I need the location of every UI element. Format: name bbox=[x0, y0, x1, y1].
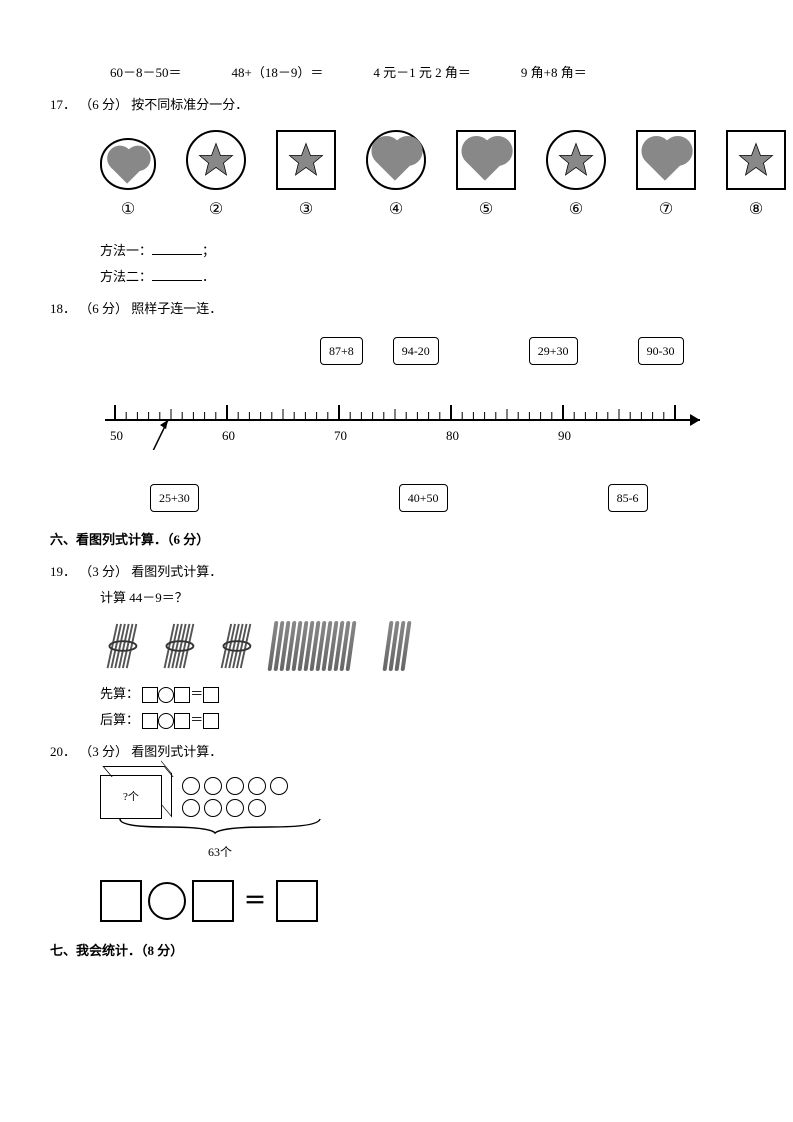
q20-number: 20． bbox=[50, 739, 76, 765]
eq-tail: ＝ bbox=[190, 686, 203, 701]
box-3d-icon: ?个 bbox=[100, 775, 162, 819]
shape-label-8: ⑧ bbox=[726, 194, 786, 226]
q20-points: （3 分） bbox=[79, 744, 128, 759]
q20-figure: ?个 63个 bbox=[100, 775, 340, 864]
nl-botbox-3: 85-6 bbox=[608, 484, 648, 512]
big-box[interactable] bbox=[276, 880, 318, 922]
nl-botbox-2: 40+50 bbox=[399, 484, 448, 512]
q20-equation-boxes: ＝ bbox=[100, 879, 693, 923]
equation-2: 48+（18－9）＝ bbox=[232, 60, 324, 86]
box-symbol[interactable] bbox=[142, 687, 158, 703]
big-box[interactable] bbox=[192, 880, 234, 922]
box-symbol[interactable] bbox=[203, 687, 219, 703]
equals-sign: ＝ bbox=[240, 879, 270, 923]
nl-topbox-1: 87+8 bbox=[320, 337, 363, 365]
q17-points: （6 分） bbox=[79, 97, 128, 112]
equation-3: 4 元－1 元 2 角＝ bbox=[373, 60, 471, 86]
shape-1-heart-in-circle bbox=[100, 138, 156, 190]
q20-title: 看图列式计算． bbox=[131, 744, 222, 759]
bundle-icon bbox=[157, 622, 199, 670]
q19-then-label: 后算： bbox=[100, 712, 139, 727]
q19-number: 19． bbox=[50, 559, 76, 585]
number-line-diagram: 87+8 94-20 29+30 90-30 50 60 70 80 90 25… bbox=[100, 337, 693, 512]
shape-label-7: ⑦ bbox=[636, 194, 696, 226]
section-7-title: 七、我会统计．（8 分） bbox=[50, 938, 743, 964]
eq-tail: ＝ bbox=[190, 712, 203, 727]
nl-topbox-3: 29+30 bbox=[529, 337, 578, 365]
question-20: 20． （3 分） 看图列式计算． bbox=[50, 739, 743, 765]
shapes-row: ① ② ③ ④ ⑤ ⑥ ⑦ ⑧ bbox=[100, 130, 743, 226]
question-19: 19． （3 分） 看图列式计算． bbox=[50, 559, 743, 585]
q18-points: （6 分） bbox=[79, 301, 128, 316]
box-symbol[interactable] bbox=[174, 687, 190, 703]
method2-label: 方法二： bbox=[100, 269, 152, 284]
q17-title: 按不同标准分一分． bbox=[131, 97, 248, 112]
box-symbol[interactable] bbox=[142, 713, 158, 729]
shape-8-star-in-square bbox=[726, 130, 786, 190]
nl-topbox-2: 94-20 bbox=[393, 337, 439, 365]
box-symbol[interactable] bbox=[203, 713, 219, 729]
shape-6-star-in-circle bbox=[546, 130, 606, 190]
shape-2-star-in-circle bbox=[186, 130, 246, 190]
shape-7-heart-in-square bbox=[636, 130, 696, 190]
shape-3-star-in-square bbox=[276, 130, 336, 190]
nl-botbox-1: 25+30 bbox=[150, 484, 199, 512]
method1-label: 方法一： bbox=[100, 243, 152, 258]
question-18: 18． （6 分） 照样子连一连． bbox=[50, 296, 743, 322]
shape-4-heart-in-circle bbox=[366, 130, 426, 190]
question-17: 17． （6 分） 按不同标准分一分． bbox=[50, 92, 743, 118]
brace-icon bbox=[115, 817, 325, 835]
method1-blank[interactable] bbox=[152, 240, 202, 255]
sticks-figure bbox=[100, 621, 693, 671]
q17-number: 17． bbox=[50, 92, 76, 118]
shape-5-heart-in-square bbox=[456, 130, 516, 190]
shape-label-5: ⑤ bbox=[456, 194, 516, 226]
shape-label-4: ④ bbox=[366, 194, 426, 226]
box-symbol[interactable] bbox=[174, 713, 190, 729]
q19-first-label: 先算： bbox=[100, 686, 139, 701]
q18-number: 18． bbox=[50, 296, 76, 322]
box-label: ?个 bbox=[123, 786, 139, 808]
number-line-svg: 50 60 70 80 90 bbox=[100, 395, 720, 450]
loose-sticks bbox=[271, 621, 353, 671]
q19-title: 看图列式计算． bbox=[131, 564, 222, 579]
big-circle[interactable] bbox=[148, 882, 186, 920]
q18-title: 照样子连一连． bbox=[131, 301, 222, 316]
method2-blank[interactable] bbox=[152, 266, 202, 281]
bundle-icon bbox=[100, 622, 142, 670]
shape-label-1: ① bbox=[100, 194, 156, 226]
circles-grid bbox=[182, 777, 288, 817]
shape-label-2: ② bbox=[186, 194, 246, 226]
big-box[interactable] bbox=[100, 880, 142, 922]
section-6-title: 六、看图列式计算．（6 分） bbox=[50, 527, 743, 553]
q19-expression: 计算 44－9＝？ bbox=[50, 585, 743, 611]
nl-topbox-4: 90-30 bbox=[638, 337, 684, 365]
method1-end: ； bbox=[202, 243, 215, 258]
svg-text:50: 50 bbox=[110, 428, 123, 443]
circle-symbol[interactable] bbox=[158, 687, 174, 703]
circle-symbol[interactable] bbox=[158, 713, 174, 729]
svg-text:80: 80 bbox=[446, 428, 459, 443]
shape-label-6: ⑥ bbox=[546, 194, 606, 226]
q20-total: 63个 bbox=[100, 840, 340, 864]
equation-4: 9 角+8 角＝ bbox=[521, 60, 587, 86]
svg-text:70: 70 bbox=[334, 428, 347, 443]
bundle-icon bbox=[214, 622, 256, 670]
svg-text:60: 60 bbox=[222, 428, 235, 443]
q19-points: （3 分） bbox=[79, 564, 128, 579]
extra-sticks bbox=[386, 621, 408, 671]
method2-end: ． bbox=[202, 269, 215, 284]
svg-text:90: 90 bbox=[558, 428, 571, 443]
shape-label-3: ③ bbox=[276, 194, 336, 226]
equation-1: 60－8－50＝ bbox=[110, 60, 182, 86]
